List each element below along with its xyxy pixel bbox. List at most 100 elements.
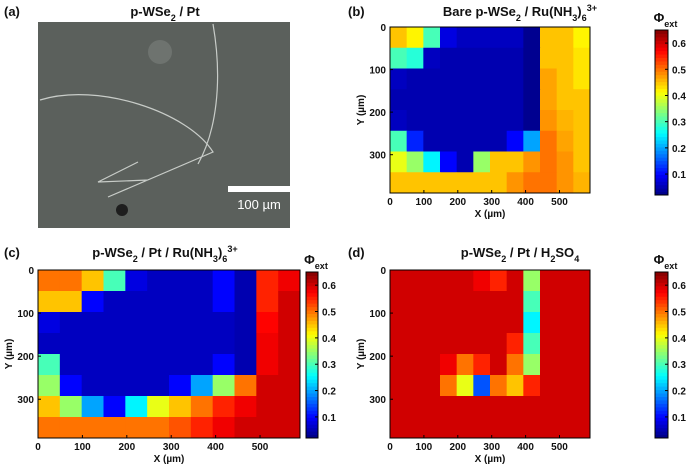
y-tick-label: 200: [369, 352, 386, 363]
heatmap-cell: [212, 375, 235, 397]
heatmap-cell: [473, 333, 491, 355]
colorbar-frame: [654, 271, 669, 439]
heatmap-cell: [103, 291, 126, 313]
x-tick-label: 400: [517, 442, 534, 453]
text-segment: Φ: [654, 252, 665, 267]
heatmap-cell: [423, 110, 441, 132]
heatmap-cell: [540, 47, 558, 69]
heatmap-cell: [81, 417, 104, 439]
colorbar-swatch: [655, 292, 668, 297]
heatmap-cell: [506, 396, 524, 418]
heatmap-cell: [556, 354, 574, 376]
colorbar-swatch: [306, 299, 318, 304]
heatmap-cell: [147, 333, 170, 355]
heatmap-cell: [190, 375, 214, 397]
heatmap-cell: [556, 27, 574, 49]
colorbar-swatch: [655, 71, 668, 76]
colorbar-swatch: [306, 389, 318, 394]
heatmap-cell: [523, 47, 541, 69]
heatmap-cell: [278, 375, 301, 397]
colorbar-swatch: [655, 119, 668, 124]
scale-bar: [228, 186, 290, 192]
heatmap-cell: [440, 47, 458, 69]
colorbar-swatch: [655, 386, 668, 391]
heatmap-cell: [169, 354, 192, 376]
colorbar-swatch: [655, 74, 668, 79]
heatmap-cell: [81, 375, 104, 397]
heatmap-cell: [147, 354, 170, 376]
heatmap-cell: [540, 89, 558, 111]
colorbar-swatch: [655, 181, 668, 186]
text-segment: 3: [572, 13, 577, 23]
heatmap-cell: [540, 375, 558, 397]
colorbar-tick-label: 0.1: [672, 413, 686, 424]
heatmap-cell: [490, 270, 508, 292]
y-tick-label: 200: [369, 108, 386, 119]
heatmap-cell: [59, 417, 83, 439]
text-segment: ext: [315, 261, 328, 271]
heatmap-cell: [125, 312, 148, 334]
heatmap-cell: [59, 375, 83, 397]
heatmap-cell: [540, 354, 558, 376]
colorbar-label: Φext: [304, 252, 328, 271]
colorbar-tick-label: 0.5: [672, 308, 686, 319]
colorbar-swatch: [306, 275, 318, 280]
heatmap-cell: [456, 312, 474, 334]
colorbar-swatch: [655, 91, 668, 96]
heatmap-cell: [406, 375, 424, 397]
heatmap-cell: [406, 333, 424, 355]
colorbar-swatch: [655, 88, 668, 93]
colorbar-swatch: [655, 122, 668, 127]
heatmap-cell: [390, 375, 408, 397]
text-segment: 2: [516, 13, 521, 23]
heatmap-cell: [390, 130, 408, 152]
colorbar-tick-label: 0.4: [672, 334, 686, 345]
y-tick-label: 100: [369, 309, 386, 320]
heatmap-cell: [506, 270, 524, 292]
text-segment: 2: [501, 254, 506, 264]
heatmap-cell: [473, 354, 491, 376]
heatmap-cell: [103, 375, 126, 397]
heatmap-cell: [423, 333, 441, 355]
x-tick-label: 100: [74, 442, 91, 453]
text-segment: 3: [213, 254, 218, 264]
heatmap-cell: [540, 172, 558, 194]
colorbar-swatch: [655, 278, 668, 283]
heatmap-cell: [523, 27, 541, 49]
heatmap-cell: [406, 354, 424, 376]
colorbar-swatch: [655, 389, 668, 394]
colorbar-swatch: [655, 410, 668, 415]
plot-frame: [389, 269, 591, 439]
heatmap-cell: [490, 68, 508, 90]
heatmap-cell: [423, 47, 441, 69]
heatmap-cell: [540, 333, 558, 355]
heatmap-cell: [473, 291, 491, 313]
heatmap-cell: [573, 354, 591, 376]
heatmap-cell: [573, 312, 591, 334]
heatmap-cell: [59, 270, 83, 292]
colorbar-swatch: [655, 348, 668, 353]
heatmap-cell: [490, 110, 508, 132]
heatmap-cell: [59, 312, 83, 334]
colorbar-swatch: [306, 379, 318, 384]
heatmap-cell: [390, 172, 408, 194]
colorbar-swatch: [655, 146, 668, 151]
heatmap-cell: [456, 291, 474, 313]
colorbar-swatch: [655, 85, 668, 89]
heatmap-cell: [556, 270, 574, 292]
heatmap-cell: [506, 354, 524, 376]
colorbar-tick-label: 0.6: [672, 39, 686, 50]
heatmap-cell: [190, 354, 214, 376]
heatmap-cell: [456, 354, 474, 376]
heatmap-cell: [423, 375, 441, 397]
heatmap-cell: [473, 417, 491, 439]
colorbar-swatch: [655, 36, 668, 41]
colorbar-swatch: [306, 323, 318, 328]
heatmap-cell: [390, 68, 408, 90]
heatmap-cell: [256, 396, 279, 418]
colorbar-swatch: [655, 115, 668, 120]
colorbar-swatch: [655, 109, 668, 113]
colorbar-swatch: [655, 337, 668, 342]
x-tick-label: 500: [551, 442, 568, 453]
